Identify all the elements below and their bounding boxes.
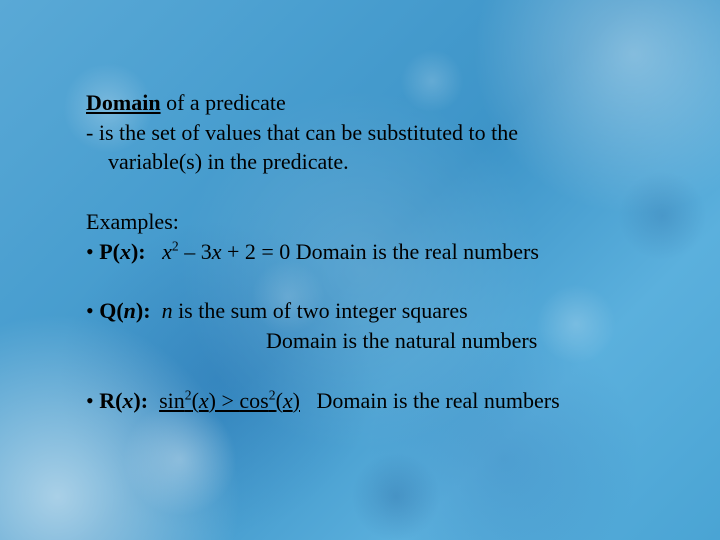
bullet-icon: • xyxy=(86,388,94,413)
example-3: • R(x): sin2(x) > cos2(x) Domain is the … xyxy=(86,386,640,416)
slide-content: Domain of a predicate - is the set of va… xyxy=(0,0,720,416)
ex2-label: Q(n): xyxy=(99,298,150,323)
bullet-icon: • xyxy=(86,239,94,264)
ex1-tail: + 2 = 0 Domain is the real numbers xyxy=(221,239,538,264)
ex1-exp: 2 xyxy=(172,238,179,253)
ex3-lhs: sin2(x) > cos2(x) xyxy=(159,388,300,413)
ex1-x2: x xyxy=(212,239,222,264)
examples-label: Examples: xyxy=(86,207,640,237)
ex3-label: R(x): xyxy=(99,388,148,413)
definition-line3: variable(s) in the predicate. xyxy=(86,147,640,177)
ex1-label: P(x): xyxy=(99,239,145,264)
definition-line2: - is the set of values that can be subst… xyxy=(86,118,640,148)
ex1-mid: – 3 xyxy=(179,239,212,264)
ex2-n: n xyxy=(162,298,173,323)
bullet-icon: • xyxy=(86,298,94,323)
example-1: • P(x): x2 – 3x + 2 = 0 Domain is the re… xyxy=(86,237,640,267)
ex2-tail: is the sum of two integer squares xyxy=(173,298,468,323)
example-2-line2: Domain is the natural numbers xyxy=(86,326,640,356)
ex1-x1: x xyxy=(162,239,172,264)
definition-after: of a predicate xyxy=(161,90,286,115)
ex3-tail: Domain is the real numbers xyxy=(300,388,560,413)
definition-line1: Domain of a predicate xyxy=(86,88,640,118)
domain-word: Domain xyxy=(86,90,161,115)
example-2: • Q(n): n is the sum of two integer squa… xyxy=(86,296,640,355)
definition-block: Domain of a predicate - is the set of va… xyxy=(86,88,640,177)
example-2-line1: • Q(n): n is the sum of two integer squa… xyxy=(86,296,640,326)
